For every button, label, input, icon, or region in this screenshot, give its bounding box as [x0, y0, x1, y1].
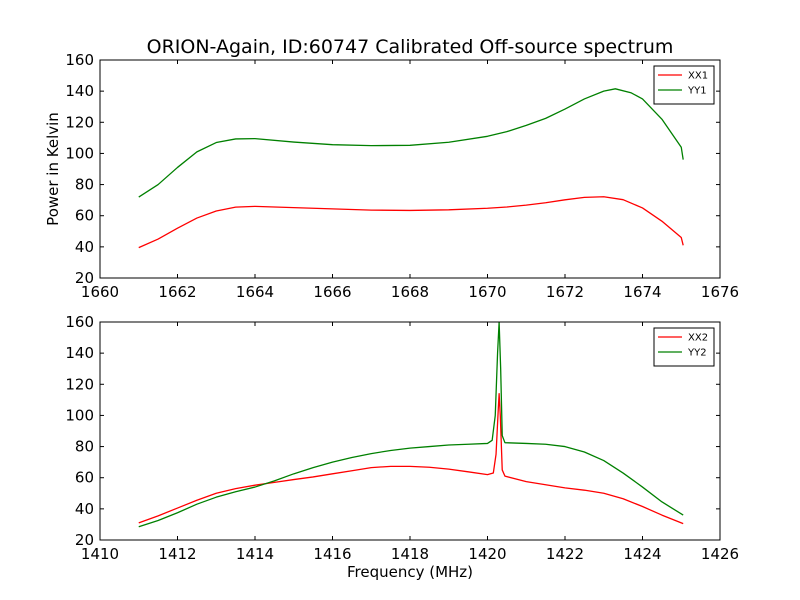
- y-tick-label: 160: [65, 51, 94, 69]
- legend-label-xx2: XX2: [688, 333, 708, 344]
- y-tick-label: 80: [75, 176, 94, 194]
- x-tick-label: 1412: [158, 545, 196, 563]
- plot-area: [138, 88, 684, 249]
- x-tick-label: 1676: [701, 283, 739, 301]
- axes-frame: [99, 59, 721, 279]
- y-tick-label: 60: [75, 469, 94, 487]
- axes-frame: [99, 321, 721, 541]
- y-tick-label: 100: [65, 144, 94, 162]
- y-axis-label: Power in Kelvin: [44, 112, 62, 226]
- x-tick-label: 1426: [701, 545, 739, 563]
- x-tick-label: 1416: [313, 545, 351, 563]
- legend-label-xx1: XX1: [688, 71, 708, 82]
- x-tick-label: 1670: [468, 283, 506, 301]
- y-tick-label: 120: [65, 375, 94, 393]
- x-tick-label: 1668: [391, 283, 429, 301]
- y-tick-label: 160: [65, 313, 94, 331]
- x-tick-label: 1414: [236, 545, 274, 563]
- series-line-yy1: [138, 88, 684, 198]
- x-tick-label: 1424: [623, 545, 661, 563]
- x-tick-label: 1664: [236, 283, 274, 301]
- x-tick-label: 1660: [81, 283, 119, 301]
- y-tick-label: 40: [75, 238, 94, 256]
- legend-label-yy2: YY2: [687, 348, 707, 359]
- x-tick-label: 1666: [313, 283, 351, 301]
- plot-area: [138, 322, 684, 528]
- top-panel: 1660 1662 1664 1666 1668 1670 1672 1674 1676 20 40…: [44, 51, 739, 301]
- legend-label-yy1: YY1: [687, 86, 707, 97]
- y-tick-label: 80: [75, 438, 94, 456]
- y-tick-label: 120: [65, 113, 94, 131]
- x-tick-label: 1418: [391, 545, 429, 563]
- y-tick-label: 20: [75, 531, 94, 549]
- x-tick-label: 1420: [468, 545, 506, 563]
- bottom-panel: 1410 1412 1414 1416 1418 1420 1422 1424 1426 20 40…: [65, 313, 739, 581]
- y-tick-label: 60: [75, 207, 94, 225]
- y-tick-label: 140: [65, 82, 94, 100]
- x-tick-label: 1662: [158, 283, 196, 301]
- x-tick-label: 1422: [546, 545, 584, 563]
- x-tick-label: 1674: [623, 283, 661, 301]
- series-line-yy2: [138, 322, 684, 528]
- series-line-xx2: [138, 392, 684, 525]
- y-tick-label: 40: [75, 500, 94, 518]
- x-tick-label: 1410: [81, 545, 119, 563]
- x-axis-label: Frequency (MHz): [347, 563, 473, 581]
- series-line-xx1: [138, 196, 684, 249]
- y-tick-label: 100: [65, 406, 94, 424]
- x-tick-label: 1672: [546, 283, 584, 301]
- y-tick-label: 20: [75, 269, 94, 287]
- y-tick-label: 140: [65, 344, 94, 362]
- chart-title: ORION-Again, ID:60747 Calibrated Off-sou…: [147, 36, 674, 58]
